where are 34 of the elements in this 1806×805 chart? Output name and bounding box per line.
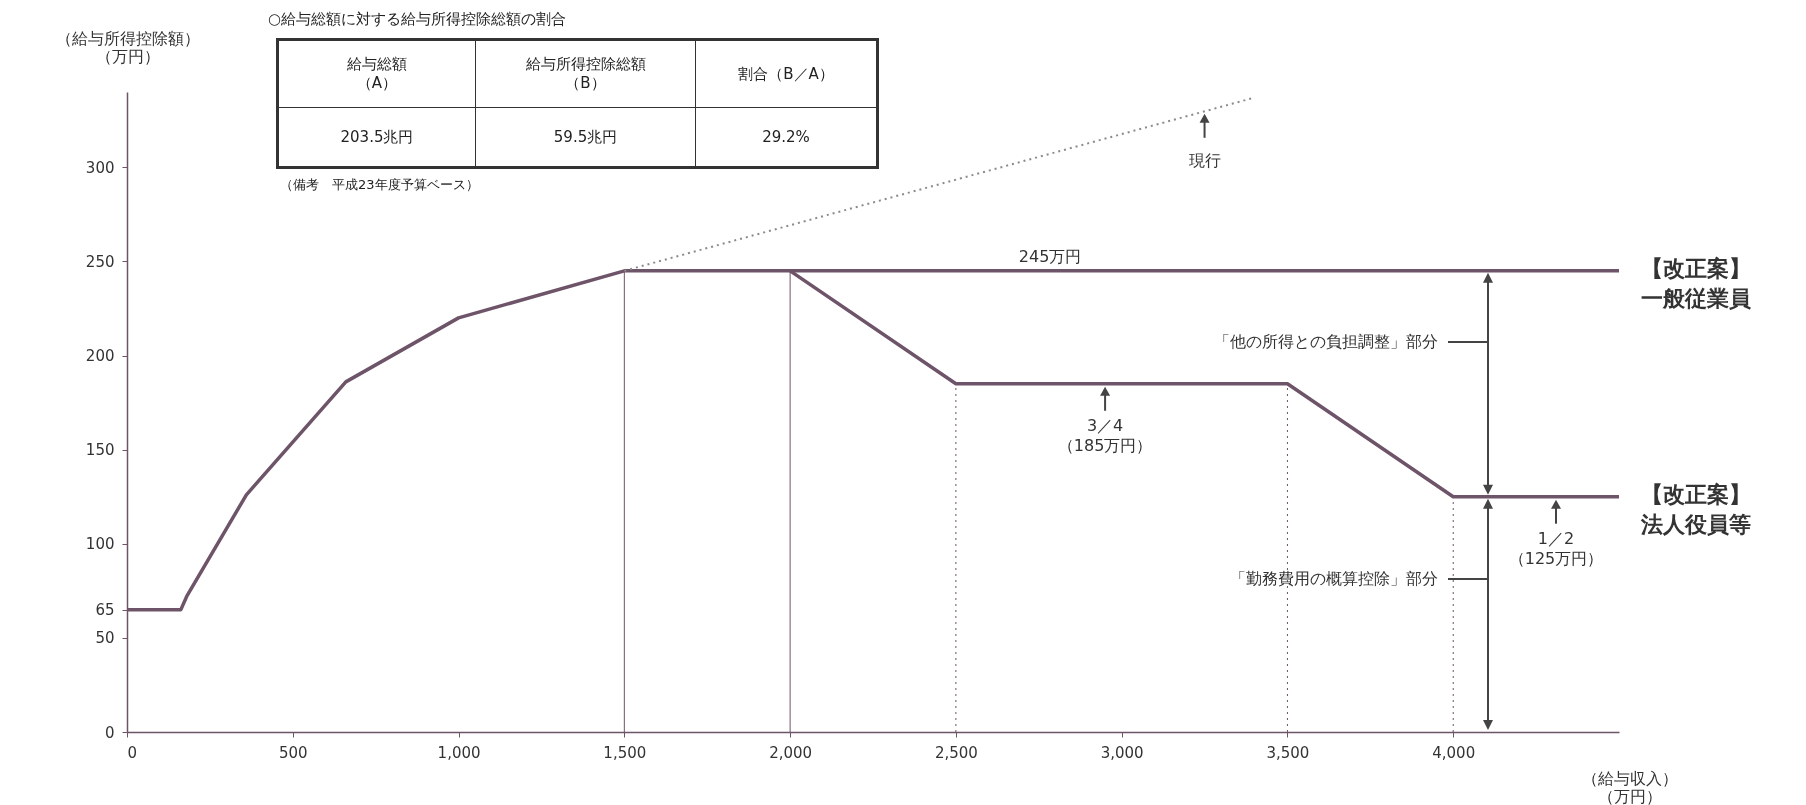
- annotation: 245万円: [1018, 246, 1082, 266]
- annotation: 203.5兆円: [277, 107, 476, 168]
- annotation: 「他の所得との負担調整」部分: [1214, 331, 1438, 351]
- y-tick-label: 50: [95, 629, 115, 648]
- y-tick-label: 300: [85, 158, 115, 177]
- text: 給与所得控除総額（B）: [525, 55, 646, 92]
- x-axis-title: （給与収入）（万円）: [1581, 768, 1678, 805]
- annotation: 現行: [1188, 150, 1221, 170]
- y-tick-label: 100: [85, 535, 115, 554]
- y-tick-label: 0: [104, 723, 115, 742]
- y-tick-label: 150: [85, 441, 115, 460]
- annotation: 「勤務費用の概算控除」部分: [1230, 568, 1438, 588]
- x-tick-label: 4,000: [1432, 743, 1476, 762]
- y-tick-label: 200: [85, 347, 115, 366]
- annotation: 1／2（125万円）: [1508, 528, 1604, 568]
- text: 給与総額（A）: [347, 55, 407, 92]
- x-tick-label: 2,500: [934, 743, 978, 762]
- x-tick-label: 3,500: [1266, 743, 1310, 762]
- y-tick-label: 65: [95, 601, 115, 620]
- series-label: 【改正案】一般従業員: [1641, 255, 1751, 311]
- x-tick-label: 2,000: [769, 743, 813, 762]
- x-tick-label: 1,000: [437, 743, 481, 762]
- annotation: 3／4（185万円）: [1057, 415, 1153, 455]
- x-tick-label: 500: [278, 743, 308, 762]
- x-tick-label: 0: [127, 743, 138, 762]
- y-axis-title: （給与所得控除額）（万円）: [55, 28, 200, 66]
- x-tick-label: 1,500: [603, 743, 647, 762]
- series-label: 【改正案】法人役員等: [1640, 481, 1751, 537]
- text: ○給与総額に対する給与所得控除総額の割合: [268, 10, 567, 29]
- y-tick-label: 250: [85, 252, 115, 271]
- text: 割合（B／A）: [738, 64, 834, 83]
- annotation: 59.5兆円: [475, 107, 696, 168]
- x-tick-label: 3,000: [1100, 743, 1144, 762]
- annotation: （備考 平成23年度予算ベース）: [280, 176, 479, 194]
